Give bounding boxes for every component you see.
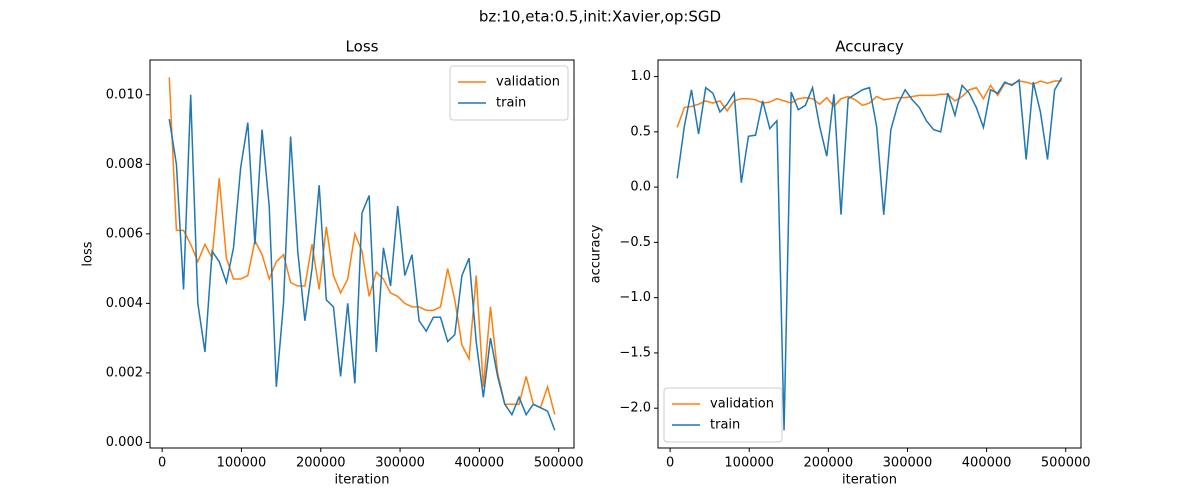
y-tick-label: 0.002 xyxy=(106,365,143,380)
x-tick-label: 400000 xyxy=(455,456,505,471)
x-tick-label: 100000 xyxy=(217,456,267,471)
y-axis-label: accuracy xyxy=(589,224,604,283)
x-tick-label: 200000 xyxy=(296,456,346,471)
x-tick-label: 300000 xyxy=(375,456,425,471)
y-tick-label: −2.0 xyxy=(619,401,651,416)
figure-title: bz:10,eta:0.5,init:Xavier,op:SGD xyxy=(479,8,721,26)
x-tick-label: 200000 xyxy=(804,456,854,471)
legend-box xyxy=(663,387,783,443)
x-tick-label: 0 xyxy=(666,456,674,471)
x-tick-label: 0 xyxy=(158,456,166,471)
y-tick-label: 0.010 xyxy=(106,87,143,102)
x-tick-label: 100000 xyxy=(724,456,774,471)
series-line xyxy=(676,77,1063,431)
x-tick-label: 400000 xyxy=(962,456,1012,471)
x-axis-label: iteration xyxy=(335,473,390,488)
y-tick-label: −0.5 xyxy=(619,235,651,250)
y-tick-label: 0.008 xyxy=(106,157,143,172)
y-tick-label: 0.0 xyxy=(630,180,651,195)
axes-frame xyxy=(149,59,575,449)
axes-title: Loss xyxy=(346,38,379,56)
legend-label: train xyxy=(496,96,526,111)
x-axis-label: iteration xyxy=(842,473,897,488)
x-tick-label: 500000 xyxy=(1041,456,1091,471)
series-line xyxy=(168,94,556,431)
legend-label: validation xyxy=(710,397,774,412)
legend-label: validation xyxy=(496,75,560,90)
y-tick-label: −1.5 xyxy=(619,345,651,360)
legend-label: train xyxy=(710,418,740,433)
x-tick-label: 500000 xyxy=(534,456,584,471)
legend-box xyxy=(449,65,569,121)
series-line xyxy=(168,77,556,415)
axes-title: Accuracy xyxy=(835,38,904,56)
axes-frame xyxy=(657,59,1082,449)
y-tick-label: 0.004 xyxy=(106,296,143,311)
y-tick-label: 1.0 xyxy=(630,69,651,84)
series-line xyxy=(676,80,1062,128)
x-tick-label: 300000 xyxy=(883,456,933,471)
y-tick-label: 0.5 xyxy=(630,124,651,139)
y-tick-label: 0.000 xyxy=(106,435,143,450)
y-tick-label: −1.0 xyxy=(619,290,651,305)
y-tick-label: 0.006 xyxy=(106,226,143,241)
y-axis-label: loss xyxy=(81,241,96,266)
